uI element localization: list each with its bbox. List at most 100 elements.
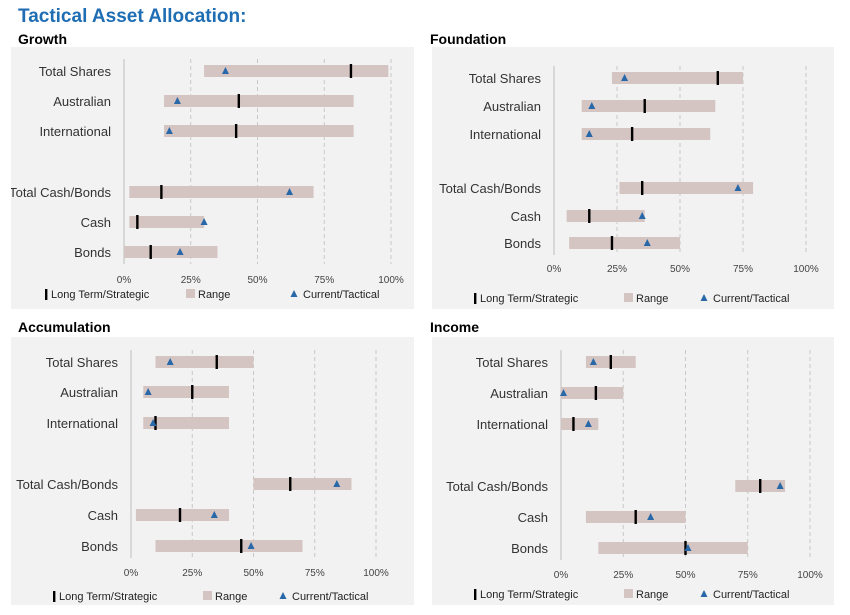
legend-strategic-label: Long Term/Strategic bbox=[51, 289, 150, 301]
chart-panel-foundation: 0% 25% 50% 75% 100% Total Shares Australian Int… bbox=[432, 47, 834, 309]
legend-tactical-swatch bbox=[290, 290, 298, 297]
strategic-marker bbox=[178, 508, 182, 522]
chart-title-growth: Growth bbox=[18, 31, 67, 47]
range-bar bbox=[204, 65, 389, 77]
page-title: Tactical Asset Allocation: bbox=[18, 6, 247, 27]
strategic-marker bbox=[684, 541, 687, 555]
legend-strategic-label: Long Term/Strategic bbox=[59, 591, 158, 603]
strategic-marker bbox=[289, 477, 292, 491]
legend-tactical-label: Current/Tactical bbox=[303, 289, 379, 301]
tactical-marker bbox=[585, 130, 593, 137]
x-tick-label: 0% bbox=[547, 264, 562, 275]
range-bar bbox=[155, 356, 254, 368]
range-bar bbox=[129, 186, 314, 198]
x-tick-label: 50% bbox=[247, 275, 267, 286]
strategic-marker bbox=[641, 181, 644, 195]
chart-panel-growth: 0% 25% 50% 75% 100% Total Shares Australian Int… bbox=[11, 47, 414, 309]
range-bar bbox=[164, 95, 354, 107]
category-label: Total Shares bbox=[39, 64, 112, 79]
x-tick-label: 75% bbox=[733, 264, 753, 275]
range-bar bbox=[581, 128, 711, 140]
strategic-marker bbox=[588, 209, 591, 223]
strategic-marker bbox=[234, 124, 238, 138]
x-tick-label: 25% bbox=[181, 275, 201, 286]
chart-accumulation: 0% 25% 50% 75% 100% Total Shares Australian Int… bbox=[16, 350, 389, 603]
category-label: Australian bbox=[483, 99, 541, 114]
tactical-marker bbox=[173, 97, 181, 104]
strategic-marker bbox=[634, 510, 637, 524]
category-label: Bonds bbox=[74, 245, 111, 260]
x-tick-label: 0% bbox=[554, 570, 569, 581]
tactical-marker bbox=[638, 212, 646, 219]
legend-range-swatch bbox=[203, 591, 212, 600]
tactical-marker bbox=[200, 218, 208, 225]
strategic-marker bbox=[609, 355, 612, 369]
strategic-marker bbox=[716, 71, 719, 85]
range-bar bbox=[164, 125, 354, 137]
strategic-marker bbox=[630, 127, 634, 141]
tactical-marker bbox=[776, 482, 784, 489]
legend-strategic-swatch bbox=[474, 293, 477, 304]
legend-range-label: Range bbox=[636, 293, 668, 305]
chart-title-accumulation: Accumulation bbox=[18, 319, 111, 335]
legend-range-swatch bbox=[624, 589, 633, 598]
x-tick-label: 25% bbox=[182, 568, 202, 579]
range-bar bbox=[155, 540, 303, 552]
chart-panel-income: 0% 25% 50% 75% 100% Total Shares Australian Int… bbox=[432, 337, 834, 605]
tactical-marker bbox=[588, 102, 596, 109]
x-tick-label: 100% bbox=[797, 570, 823, 581]
tactical-marker bbox=[621, 74, 629, 81]
range-bar bbox=[143, 386, 229, 398]
x-tick-label: 50% bbox=[670, 264, 690, 275]
category-label: International bbox=[39, 124, 111, 139]
x-tick-label: 0% bbox=[117, 275, 132, 286]
strategic-marker bbox=[149, 245, 152, 259]
x-tick-label: 50% bbox=[243, 568, 263, 579]
x-tick-label: 100% bbox=[363, 568, 389, 579]
legend-tactical-label: Current/Tactical bbox=[292, 591, 368, 603]
strategic-marker bbox=[237, 94, 241, 108]
tactical-marker bbox=[166, 358, 174, 365]
x-tick-label: 0% bbox=[124, 568, 139, 579]
category-label: Cash bbox=[81, 215, 111, 230]
category-label: Total Cash/Bonds bbox=[16, 477, 118, 492]
strategic-marker bbox=[160, 185, 163, 199]
category-label: Total Cash/Bonds bbox=[446, 479, 548, 494]
legend-tactical-label: Current/Tactical bbox=[713, 293, 789, 305]
category-label: Australian bbox=[490, 386, 548, 401]
category-label: Australian bbox=[53, 94, 111, 109]
legend-range-swatch bbox=[624, 293, 633, 302]
category-label: Cash bbox=[511, 209, 541, 224]
strategic-marker bbox=[191, 385, 194, 399]
category-label: Bonds bbox=[504, 236, 541, 251]
range-bar bbox=[581, 100, 716, 112]
range-bar bbox=[143, 417, 229, 429]
category-label: International bbox=[469, 127, 541, 142]
category-label: Total Shares bbox=[469, 71, 542, 86]
range-bar bbox=[566, 210, 645, 222]
tactical-marker bbox=[559, 389, 567, 396]
legend-strategic-label: Long Term/Strategic bbox=[480, 293, 579, 305]
range-bar bbox=[124, 246, 218, 258]
x-tick-label: 100% bbox=[793, 264, 819, 275]
tactical-marker bbox=[165, 127, 173, 134]
chart-growth: 0% 25% 50% 75% 100% Total Shares Australian Int… bbox=[11, 59, 404, 301]
legend-tactical-swatch bbox=[700, 294, 708, 301]
range-bar bbox=[253, 478, 352, 490]
tactical-marker bbox=[647, 513, 655, 520]
category-label: Total Shares bbox=[46, 355, 119, 370]
tactical-marker bbox=[247, 542, 255, 549]
range-bar bbox=[135, 509, 229, 521]
chart-panel-accumulation: 0% 25% 50% 75% 100% Total Shares Australian Int… bbox=[11, 337, 414, 605]
x-tick-label: 25% bbox=[607, 264, 627, 275]
range-bar bbox=[569, 237, 680, 249]
range-bar bbox=[561, 418, 599, 430]
category-label: Bonds bbox=[511, 541, 548, 556]
tactical-marker bbox=[684, 544, 692, 551]
strategic-marker bbox=[215, 355, 218, 369]
range-bar bbox=[611, 72, 743, 84]
category-label: International bbox=[476, 417, 548, 432]
legend-tactical-swatch bbox=[700, 590, 708, 597]
x-tick-label: 25% bbox=[613, 570, 633, 581]
legend-tactical-swatch bbox=[279, 592, 287, 599]
